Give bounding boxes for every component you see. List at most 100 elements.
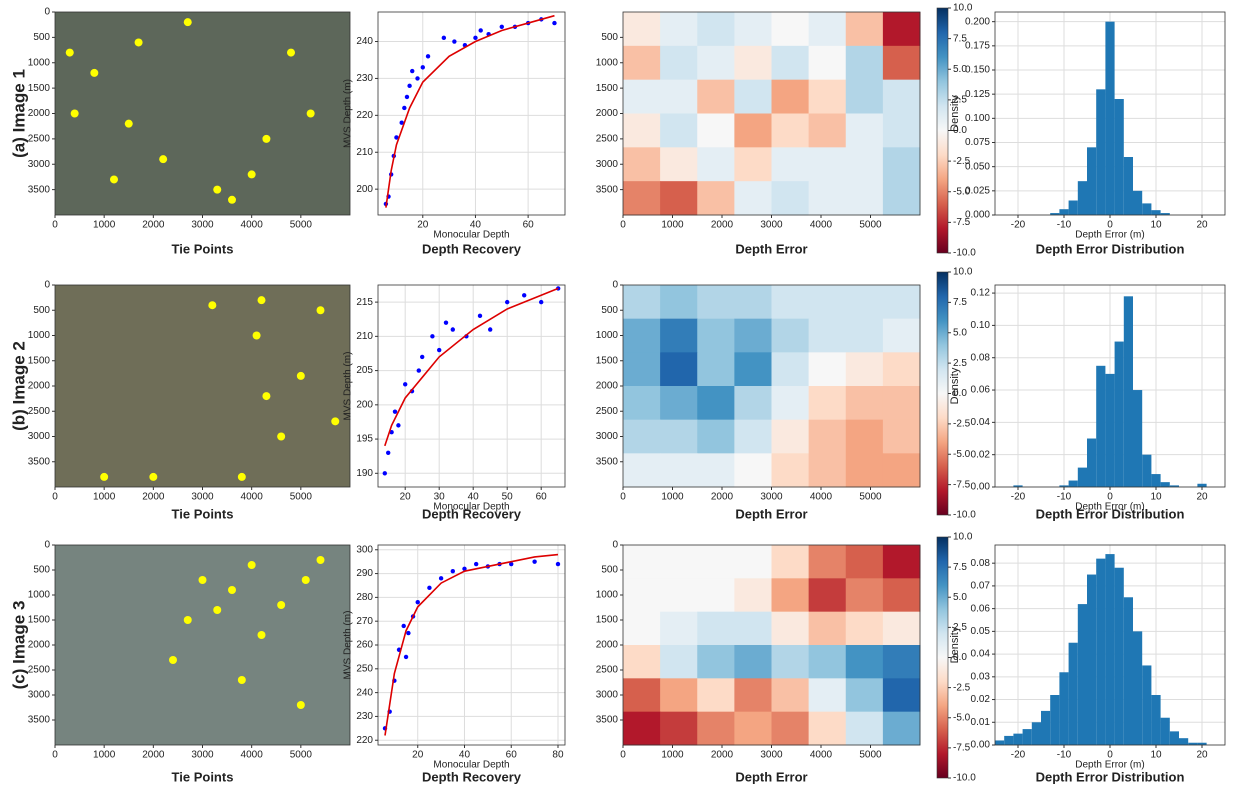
bar [1133,190,1143,215]
heat-cell [771,545,810,579]
y-tick-label: 3500 [596,184,619,195]
y-tick-label: 195 [356,434,373,445]
heat-cell [623,678,661,713]
heat-cell [734,711,772,746]
x-tick-label: 4000 [241,492,264,503]
tie-point [100,472,109,481]
bar [1013,485,1023,487]
x-tick-label: 3000 [191,492,214,503]
y-tick-label: 0.075 [965,137,990,148]
heat-cell [882,711,921,746]
y-tick-label: 2000 [28,108,51,119]
tie-point [301,576,310,584]
point [552,20,557,26]
x-tick-label: 1000 [93,492,116,503]
y-tick-label: 0.200 [965,16,990,27]
tie-point [124,119,133,128]
heat-cell [882,611,921,646]
heat-cell [660,711,698,746]
heat-cell [845,419,884,454]
y-tick-label: 200 [356,184,373,195]
heat-cell [771,113,810,148]
bar [1013,733,1023,745]
y-tick-label: 0.02 [971,694,991,705]
heat-cell [808,45,847,81]
heat-cell [845,578,884,613]
fit-curve [385,14,555,208]
heat-cell [771,352,810,387]
heat-cell [845,611,884,646]
y-tick-label: 200 [356,399,373,410]
heat-cell [882,645,921,679]
tie-point [257,296,266,305]
y-tick-label: 0.08 [971,352,991,363]
x-tick-label: 20 [1196,220,1208,231]
heat-cell [808,147,847,182]
heat-cell [845,645,884,679]
heat-cell [845,113,884,148]
point [441,35,447,41]
x-axis-label: Depth Error (m) [1075,502,1144,513]
bar [1151,695,1161,745]
y-tick-label: 240 [356,36,373,47]
heat-cell [697,645,735,679]
y-tick-label: 0.175 [965,40,990,51]
x-tick-label: 4000 [241,750,264,761]
colorbar-tick-label: -10.0 [953,510,976,521]
heat-cell [882,181,921,216]
bar [1133,631,1143,745]
heat-cell [845,545,884,579]
x-tick-label: 20 [1196,492,1208,503]
colorbar-tick-label: -2.5 [953,682,971,693]
heat-cell [845,147,884,182]
y-tick-label: 2500 [28,134,51,145]
y-tick-label: 1000 [28,330,51,341]
point [430,334,435,339]
heat-cell [734,611,772,646]
heat-cell [660,352,698,387]
heat-cell [771,12,810,47]
y-tick-label: 0.125 [965,89,990,100]
x-tick-label: 4000 [810,492,833,503]
point [410,68,415,74]
heat-cell [882,79,921,114]
y-axis-label: Density [949,626,961,663]
y-tick-label: 240 [356,687,373,698]
y-tick-label: 3500 [28,184,51,195]
heat-cell [623,386,661,421]
bar [1096,365,1106,487]
y-tick-label: 0.01 [971,717,991,728]
colorbar-tick-label: 7.5 [953,562,967,573]
point [394,135,399,140]
bar [1142,665,1152,745]
heat-cell [697,45,735,81]
point [415,76,420,81]
heat-cell [697,12,735,47]
bar [1169,485,1179,487]
colorbar-tick-label: 10.0 [953,3,973,14]
heat-cell [882,45,921,81]
colorbar-tick-label: -2.5 [953,156,971,167]
x-tick-label: 2000 [711,220,734,231]
x-tick-label: 5000 [859,220,882,231]
y-tick-label: 2500 [28,406,51,417]
heat-cell [697,181,735,216]
bar [1123,157,1133,215]
heat-cell [734,578,772,613]
y-tick-label: 2000 [28,381,51,392]
y-tick-label: 1000 [28,590,51,601]
heat-cell [623,545,661,579]
heat-cell [697,386,735,421]
heat-cell [660,386,698,421]
heat-cell [660,545,698,579]
y-axis-label: Density [949,95,961,132]
heat-cell [808,578,847,613]
panel-title: Depth Error [735,241,807,256]
panel-title: Depth Error [735,506,807,521]
colorbar-tick-label: -10.0 [953,773,976,784]
frame [377,11,566,216]
y-tick-label: 1000 [596,57,619,68]
colorbar-tick-label: 5.0 [953,592,967,603]
y-tick-label: 0.03 [971,671,991,682]
x-tick-label: 50 [502,492,514,503]
